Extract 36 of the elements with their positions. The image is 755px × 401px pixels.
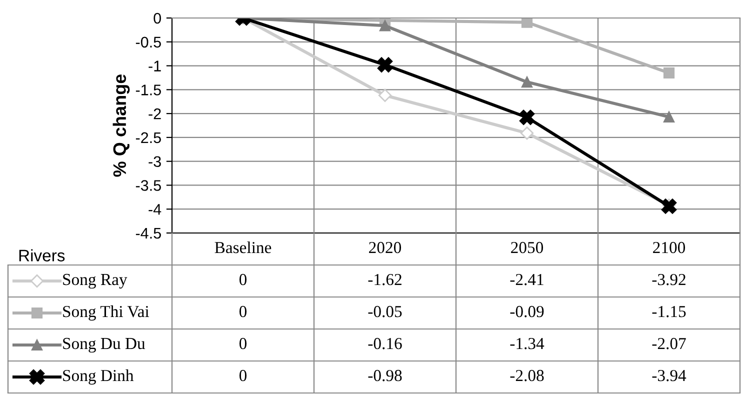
y-axis-title: % Q change [112,74,130,177]
y-tick-label: -1 [148,60,161,72]
data-label: -1.34 [510,338,544,350]
y-tick-label: -3 [148,156,161,168]
data-label: -0.98 [368,370,402,382]
legend-label: Song Ray [63,274,128,289]
data-label: -0.05 [368,306,402,318]
y-tick-label: -0.5 [136,36,161,48]
data-label: -1.62 [368,274,402,286]
y-tick-label: 0 [154,12,161,24]
legend-title: Rivers [19,249,65,262]
data-label: 0 [239,306,247,318]
x-tick-label: 2050 [511,242,544,254]
data-label: -0.16 [368,338,402,350]
data-label: -3.94 [652,370,686,382]
y-tick-label: -4 [148,204,162,215]
legend-label: Song Thi Vai [63,305,150,321]
x-tick-label: Baseline [214,241,272,254]
y-tick-label: -2.5 [136,132,161,144]
legend-label: Song Dinh [63,369,134,385]
data-label: -2.41 [510,274,544,286]
y-tick-label: -2 [148,108,161,120]
data-label: -0.09 [510,306,544,318]
x-tick-label: 2100 [653,242,686,254]
data-label: -2.07 [652,338,686,350]
data-label: 0 [239,338,247,350]
data-label: 0 [239,274,247,286]
y-tick-label: -4.5 [136,228,161,239]
data-label: 0 [239,370,247,382]
y-tick-label: -3.5 [136,180,161,191]
data-label: -1.15 [652,306,686,318]
data-label: -3.92 [652,274,686,286]
y-tick-label: -1.5 [136,84,161,96]
legend-label: Song Du Du [63,338,146,353]
data-label: -2.08 [510,370,544,382]
x-tick-label: 2020 [369,242,402,254]
